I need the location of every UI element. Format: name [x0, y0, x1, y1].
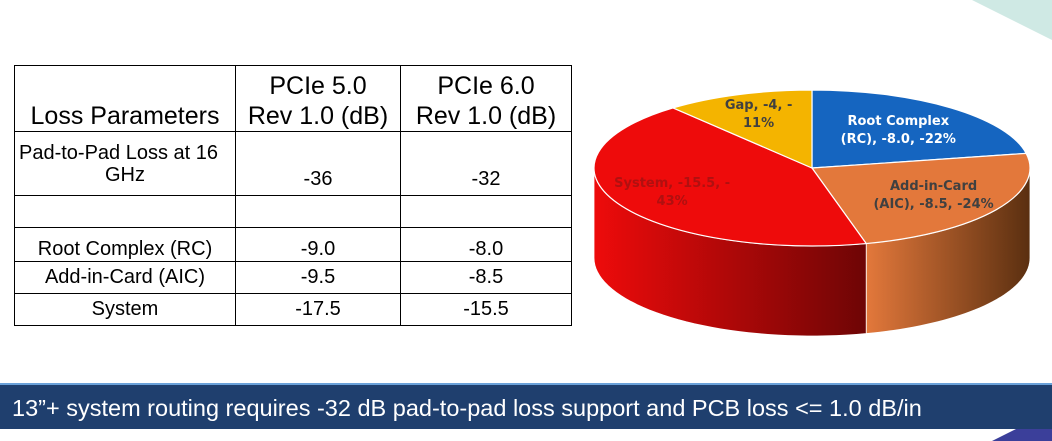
- cell-pcie5: -9.5: [235, 261, 401, 294]
- pie-slice-gap: [671, 89, 813, 169]
- cell-pcie5: -36: [235, 131, 401, 196]
- row-label: [14, 195, 236, 228]
- cell-pcie6: -32: [400, 131, 572, 196]
- cell-pcie5: [235, 195, 401, 228]
- header-loss-parameters: Loss Parameters: [14, 65, 236, 132]
- pie-slice-system: [593, 107, 868, 247]
- pie-chart-svg: [593, 89, 1031, 337]
- summary-banner: 13”+ system routing requires -32 dB pad-…: [0, 383, 1052, 429]
- table-row: Root Complex (RC) -9.0 -8.0: [14, 227, 572, 262]
- cell-pcie6: -15.5: [400, 293, 572, 326]
- row-label: System: [14, 293, 236, 326]
- pie-label-add-in-card-aic: Add-in-Card (AIC), -8.5, -24%: [873, 178, 994, 212]
- cell-pcie5: -9.0: [235, 227, 401, 262]
- row-label: Pad-to-Pad Loss at 16 GHz: [14, 131, 236, 196]
- header-pcie6: PCIe 6.0 Rev 1.0 (dB): [400, 65, 572, 132]
- table-row: [14, 195, 572, 228]
- corner-decoration: [972, 0, 1052, 40]
- table-row: Add-in-Card (AIC) -9.5 -8.5: [14, 261, 572, 294]
- cell-pcie5: -17.5: [235, 293, 401, 326]
- pie-label-root-complex-rc: Root Complex (RC), -8.0, -22%: [840, 113, 956, 147]
- table-header-row: Loss Parameters PCIe 5.0 Rev 1.0 (dB) PC…: [14, 65, 572, 132]
- pie-slice-add-in-card-aic: [810, 152, 1031, 245]
- pie-slice-root-complex-rc: [811, 89, 1028, 169]
- cell-pcie6: -8.5: [400, 261, 572, 294]
- row-label: Root Complex (RC): [14, 227, 236, 262]
- pie-chart: Root Complex (RC), -8.0, -22% Add-in-Card(…: [592, 80, 1042, 340]
- cell-pcie6: -8.0: [400, 227, 572, 262]
- row-label: Add-in-Card (AIC): [14, 261, 236, 294]
- table-row: Pad-to-Pad Loss at 16 GHz -36 -32: [14, 131, 572, 196]
- pie-label-system: System, -15.5, -43%: [614, 176, 731, 210]
- table-row: System -17.5 -15.5: [14, 293, 572, 326]
- pie-label-gap: Gap, -4, -11%: [724, 98, 793, 132]
- header-pcie5: PCIe 5.0 Rev 1.0 (dB): [235, 65, 401, 132]
- cell-pcie6: [400, 195, 572, 228]
- loss-table: Loss Parameters PCIe 5.0 Rev 1.0 (dB) PC…: [14, 65, 572, 326]
